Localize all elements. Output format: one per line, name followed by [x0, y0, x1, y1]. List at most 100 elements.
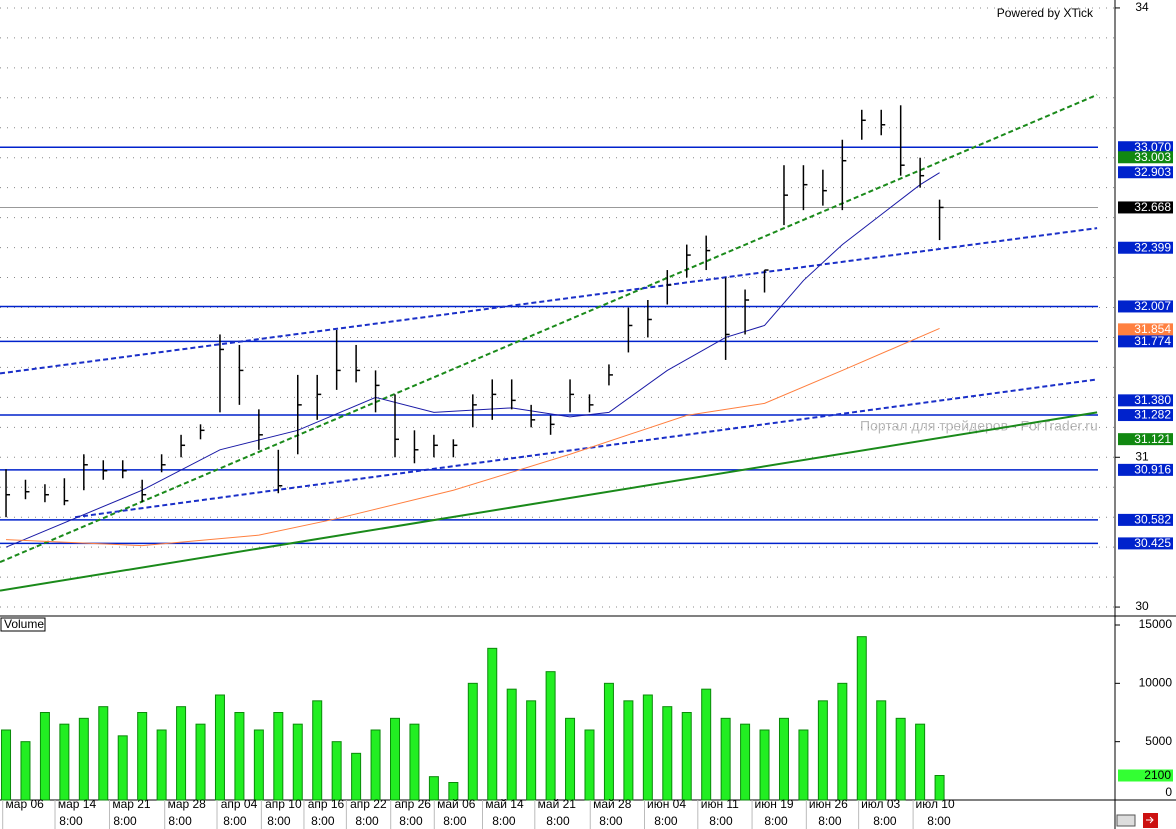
x-sublabel: 8:00 [267, 814, 291, 828]
volume-bar [934, 775, 945, 801]
x-tick-label: апр 10 [265, 797, 302, 811]
price-label: 31.282 [1134, 408, 1171, 422]
price-label-box [1118, 241, 1173, 254]
volume-tick-label: 0 [1165, 785, 1172, 799]
price-label: 33.003 [1134, 150, 1171, 164]
x-sublabel: 8:00 [546, 814, 570, 828]
x-sublabel: 8:00 [168, 814, 192, 828]
x-sublabel: 8:00 [709, 814, 733, 828]
x-tick-label: июн 04 [647, 797, 686, 811]
x-sublabel: 8:00 [443, 814, 467, 828]
volume-bar [681, 712, 692, 801]
x-sublabel: 8:00 [59, 814, 83, 828]
credit: Powered by XTick [997, 6, 1094, 20]
x-sublabel: 8:00 [311, 814, 335, 828]
volume-tick-label: 5000 [1145, 734, 1172, 748]
x-tick-label: апр 26 [394, 797, 431, 811]
price-label: 30.916 [1134, 463, 1171, 477]
x-tick-label: июн 26 [809, 797, 848, 811]
exit-icon [1146, 816, 1154, 824]
volume-last-box [1118, 769, 1173, 782]
x-tick-label: апр 16 [308, 797, 345, 811]
trendline [0, 411, 1098, 592]
volume-bar [565, 717, 576, 801]
x-sublabel: 8:00 [764, 814, 788, 828]
x-tick-label: апр 22 [350, 797, 387, 811]
volume-bar [312, 700, 323, 801]
x-tick-label: май 28 [593, 797, 632, 811]
price-label-box [1118, 141, 1173, 154]
volume-bar [623, 700, 634, 801]
x-tick-label: мар 06 [6, 797, 45, 811]
x-sublabel: 8:00 [873, 814, 897, 828]
volume-bar [642, 694, 653, 801]
price-label: 32.668 [1134, 200, 1171, 214]
volume-bar [448, 782, 459, 801]
y-tick-label: 31 [1135, 449, 1149, 463]
y-tick-label: 30 [1135, 599, 1149, 613]
price-label-box [1118, 433, 1173, 446]
price-label-box [1118, 409, 1173, 422]
x-sublabel: 8:00 [927, 814, 951, 828]
price-label: 33.070 [1134, 140, 1171, 154]
volume-bar [1, 729, 12, 801]
volume-bar [876, 700, 887, 801]
trendline [0, 93, 1098, 564]
volume-bar [584, 729, 595, 801]
volume-bar [915, 723, 926, 801]
volume-bar [409, 723, 420, 801]
volume-bar [117, 735, 128, 801]
x-tick-label: мар 14 [58, 797, 97, 811]
price-label-box [1118, 394, 1173, 407]
volume-bar [78, 717, 89, 801]
volume-bar [662, 706, 673, 801]
volume-bar [837, 682, 848, 801]
x-tick-label: апр 04 [221, 797, 258, 811]
price-label-box [1118, 151, 1173, 164]
x-sublabel: 8:00 [113, 814, 137, 828]
volume-bar [137, 712, 148, 801]
volume-bar [759, 729, 770, 801]
volume-bar [292, 723, 303, 801]
volume-bar [778, 717, 789, 801]
price-label-box [1118, 335, 1173, 348]
volume-bar [253, 729, 264, 801]
volume-bar [39, 712, 50, 801]
volume-bar [740, 723, 751, 801]
moving-average [5, 172, 940, 548]
volume-bar [156, 729, 167, 801]
volume-tick-label: 10000 [1139, 676, 1173, 690]
price-label-box [1118, 323, 1173, 336]
price-label-box [1118, 537, 1173, 550]
x-sublabel: 8:00 [818, 814, 842, 828]
volume-bar [603, 682, 614, 801]
volume-bar [895, 717, 906, 801]
volume-bar [720, 717, 731, 801]
moving-average [6, 328, 940, 547]
volume-bar [817, 700, 828, 801]
volume-bar [467, 682, 478, 801]
price-label: 31.854 [1134, 322, 1171, 336]
volume-bar [331, 741, 342, 801]
volume-bar [214, 694, 225, 801]
x-tick-label: май 21 [538, 797, 577, 811]
price-label: 32.903 [1134, 165, 1171, 179]
volume-bar [390, 717, 401, 801]
x-tick-label: июн 11 [701, 797, 739, 811]
volume-title-box [0, 617, 46, 632]
volume-last-label: 2100 [1144, 768, 1171, 782]
price-label: 30.425 [1134, 536, 1171, 550]
volume-bar [98, 706, 109, 801]
link-button[interactable] [1116, 814, 1136, 827]
trendline [74, 378, 1098, 519]
price-label-box [1118, 463, 1173, 476]
volume-bar [856, 636, 867, 801]
volume-bar [701, 688, 712, 801]
x-sublabel: 8:00 [223, 814, 247, 828]
price-label-box [1118, 166, 1173, 179]
volume-bar [234, 712, 245, 801]
x-sublabel: 8:00 [654, 814, 678, 828]
volume-bar [370, 729, 381, 801]
price-label: 31.121 [1134, 432, 1171, 446]
